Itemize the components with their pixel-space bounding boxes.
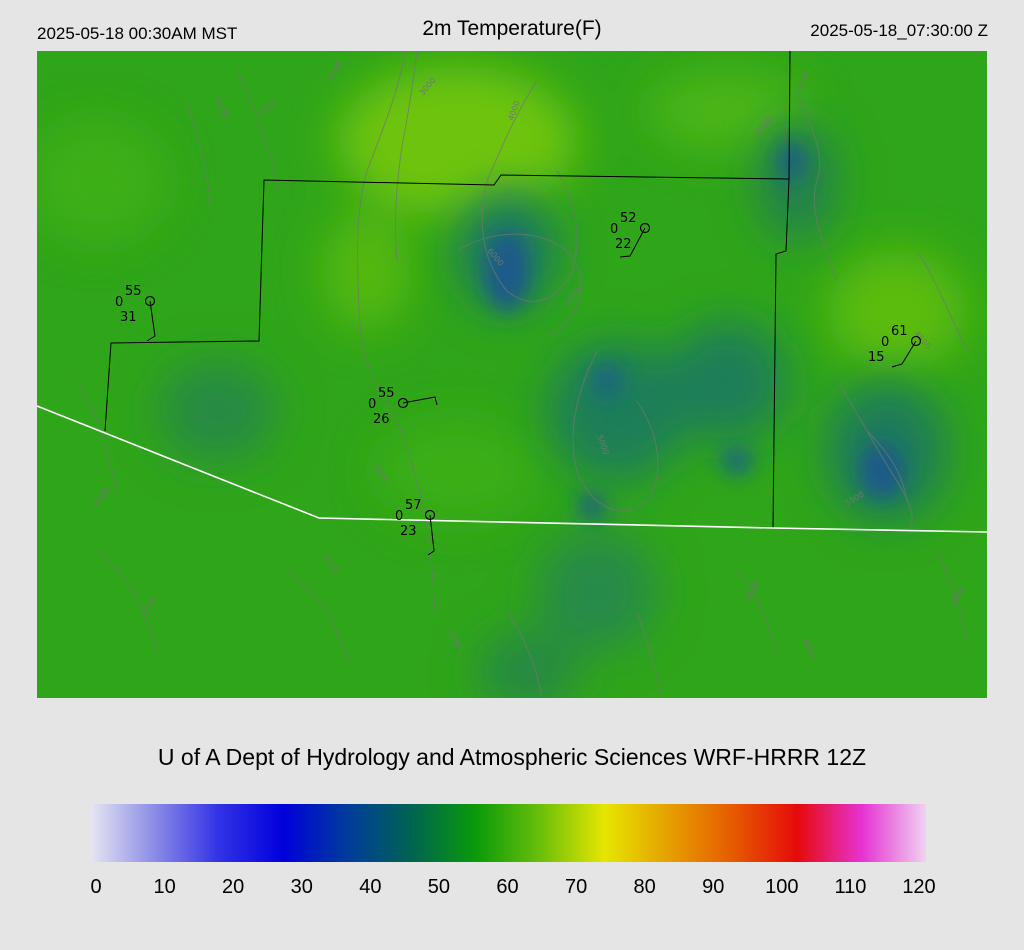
warm-areas bbox=[37, 66, 967, 521]
station-plot: 57 0 23 bbox=[395, 498, 436, 556]
colorbar-tick: 30 bbox=[290, 876, 313, 898]
wind-barb-icon bbox=[891, 340, 917, 368]
wind-barb-icon bbox=[619, 227, 646, 258]
colorbar-tick: 10 bbox=[153, 876, 176, 898]
station-wind: 0 bbox=[395, 509, 403, 524]
colorbar-tick: 120 bbox=[902, 876, 936, 898]
colorbar-tick: 40 bbox=[359, 876, 382, 898]
colorbar-tick: 100 bbox=[765, 876, 799, 898]
colorbar-tick: 70 bbox=[564, 876, 588, 898]
station-marker bbox=[144, 295, 156, 307]
station-temp: 61 bbox=[891, 324, 908, 339]
header: 2025-05-18 00:30AM MST 2m Temperature(F)… bbox=[0, 0, 1024, 50]
station-plot: 61 0 15 bbox=[868, 324, 922, 368]
colorbar bbox=[90, 804, 926, 862]
colorbar-tick: 50 bbox=[427, 876, 451, 898]
wind-barb-icon bbox=[427, 514, 435, 556]
station-plot: 55 0 26 bbox=[368, 386, 438, 427]
wind-barb-icon bbox=[146, 300, 156, 342]
station-temp: 52 bbox=[620, 211, 637, 226]
station-wind: 0 bbox=[881, 335, 889, 350]
colorbar-ticks: 0 10 20 30 40 50 60 70 80 90 100 110 120 bbox=[0, 876, 1024, 906]
map-svg: 3500 3000 4000 4500 6000 4000 5000 4500 … bbox=[37, 51, 987, 698]
station-plot: 52 0 22 bbox=[610, 211, 651, 258]
station-temp: 57 bbox=[405, 498, 422, 513]
coldest-areas bbox=[485, 141, 904, 520]
station-wind: 0 bbox=[610, 222, 618, 237]
colorbar-tick: 80 bbox=[633, 876, 656, 898]
county-boundaries bbox=[104, 51, 791, 529]
station-temp: 55 bbox=[378, 386, 395, 401]
colorbar-tick: 110 bbox=[834, 876, 867, 898]
station-dewpoint: 23 bbox=[400, 524, 417, 539]
station-marker bbox=[397, 397, 409, 409]
station-marker bbox=[639, 222, 651, 234]
colorbar-tick: 90 bbox=[702, 876, 725, 898]
colorbar-gradient bbox=[90, 804, 926, 862]
colorbar-tick: 60 bbox=[496, 876, 519, 898]
wind-barb-icon bbox=[402, 396, 438, 406]
station-dewpoint: 26 bbox=[373, 412, 390, 427]
station-dewpoint: 31 bbox=[120, 310, 137, 325]
state-boundary bbox=[37, 405, 987, 533]
map-title: 2m Temperature(F) bbox=[422, 17, 602, 40]
station-dewpoint: 15 bbox=[868, 350, 885, 365]
elevation-contours bbox=[76, 51, 968, 698]
colorbar-tick: 0 bbox=[90, 876, 102, 898]
local-valid-time: 2025-05-18 00:30AM MST bbox=[37, 24, 238, 43]
station-dewpoint: 22 bbox=[615, 237, 632, 252]
station-plots: 55 0 31 55 0 26 57 0 23 52 bbox=[115, 211, 922, 556]
station-plot: 55 0 31 bbox=[115, 284, 156, 342]
station-marker bbox=[910, 335, 922, 347]
colorbar-tick: 20 bbox=[222, 876, 245, 898]
station-wind: 0 bbox=[368, 397, 376, 412]
temperature-map: 3500 3000 4000 4500 6000 4000 5000 4500 … bbox=[37, 51, 987, 698]
station-temp: 55 bbox=[125, 284, 142, 299]
station-wind: 0 bbox=[115, 295, 123, 310]
utc-valid-time: 2025-05-18_07:30:00 Z bbox=[810, 21, 988, 40]
model-credit: U of A Dept of Hydrology and Atmospheric… bbox=[157, 744, 867, 770]
